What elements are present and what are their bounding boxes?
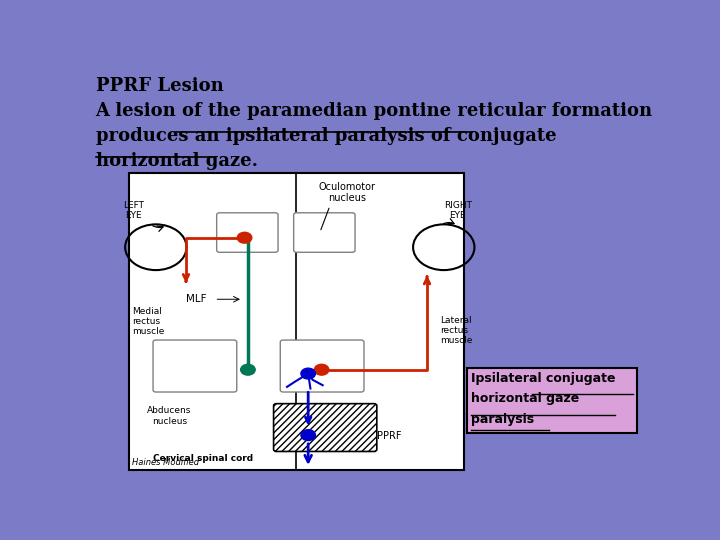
Text: PPRF: PPRF <box>377 431 401 441</box>
Circle shape <box>240 364 255 375</box>
FancyBboxPatch shape <box>467 368 637 433</box>
Text: MLF: MLF <box>186 294 207 304</box>
Text: Abducens
nucleus: Abducens nucleus <box>147 406 192 426</box>
Circle shape <box>238 232 252 243</box>
Circle shape <box>315 364 329 375</box>
FancyBboxPatch shape <box>217 213 278 252</box>
Text: Haines Modified: Haines Modified <box>132 457 199 467</box>
Text: Medial
rectus
muscle: Medial rectus muscle <box>132 307 165 336</box>
Text: RIGHT
EYE: RIGHT EYE <box>444 201 472 220</box>
FancyBboxPatch shape <box>274 404 377 451</box>
Circle shape <box>301 368 315 379</box>
FancyBboxPatch shape <box>280 340 364 392</box>
Text: produces an ipsilateral paralysis of conjugate: produces an ipsilateral paralysis of con… <box>96 127 557 145</box>
Text: LEFT
EYE: LEFT EYE <box>123 201 144 220</box>
Text: paralysis: paralysis <box>471 413 534 426</box>
FancyBboxPatch shape <box>153 340 237 392</box>
Text: Oculomotor
nucleus: Oculomotor nucleus <box>318 182 375 204</box>
FancyBboxPatch shape <box>294 213 355 252</box>
Text: Cervical spinal cord: Cervical spinal cord <box>153 454 253 463</box>
Text: Lateral
rectus
muscle: Lateral rectus muscle <box>441 315 473 346</box>
FancyBboxPatch shape <box>129 173 464 470</box>
Text: PPRF Lesion: PPRF Lesion <box>96 77 223 95</box>
Circle shape <box>301 430 315 441</box>
Text: horizontal gaze.: horizontal gaze. <box>96 152 258 170</box>
Text: A lesion of the paramedian pontine reticular formation: A lesion of the paramedian pontine retic… <box>96 102 653 120</box>
Text: Ipsilateral conjugate: Ipsilateral conjugate <box>471 372 616 384</box>
Text: horizontal gaze: horizontal gaze <box>471 393 580 406</box>
